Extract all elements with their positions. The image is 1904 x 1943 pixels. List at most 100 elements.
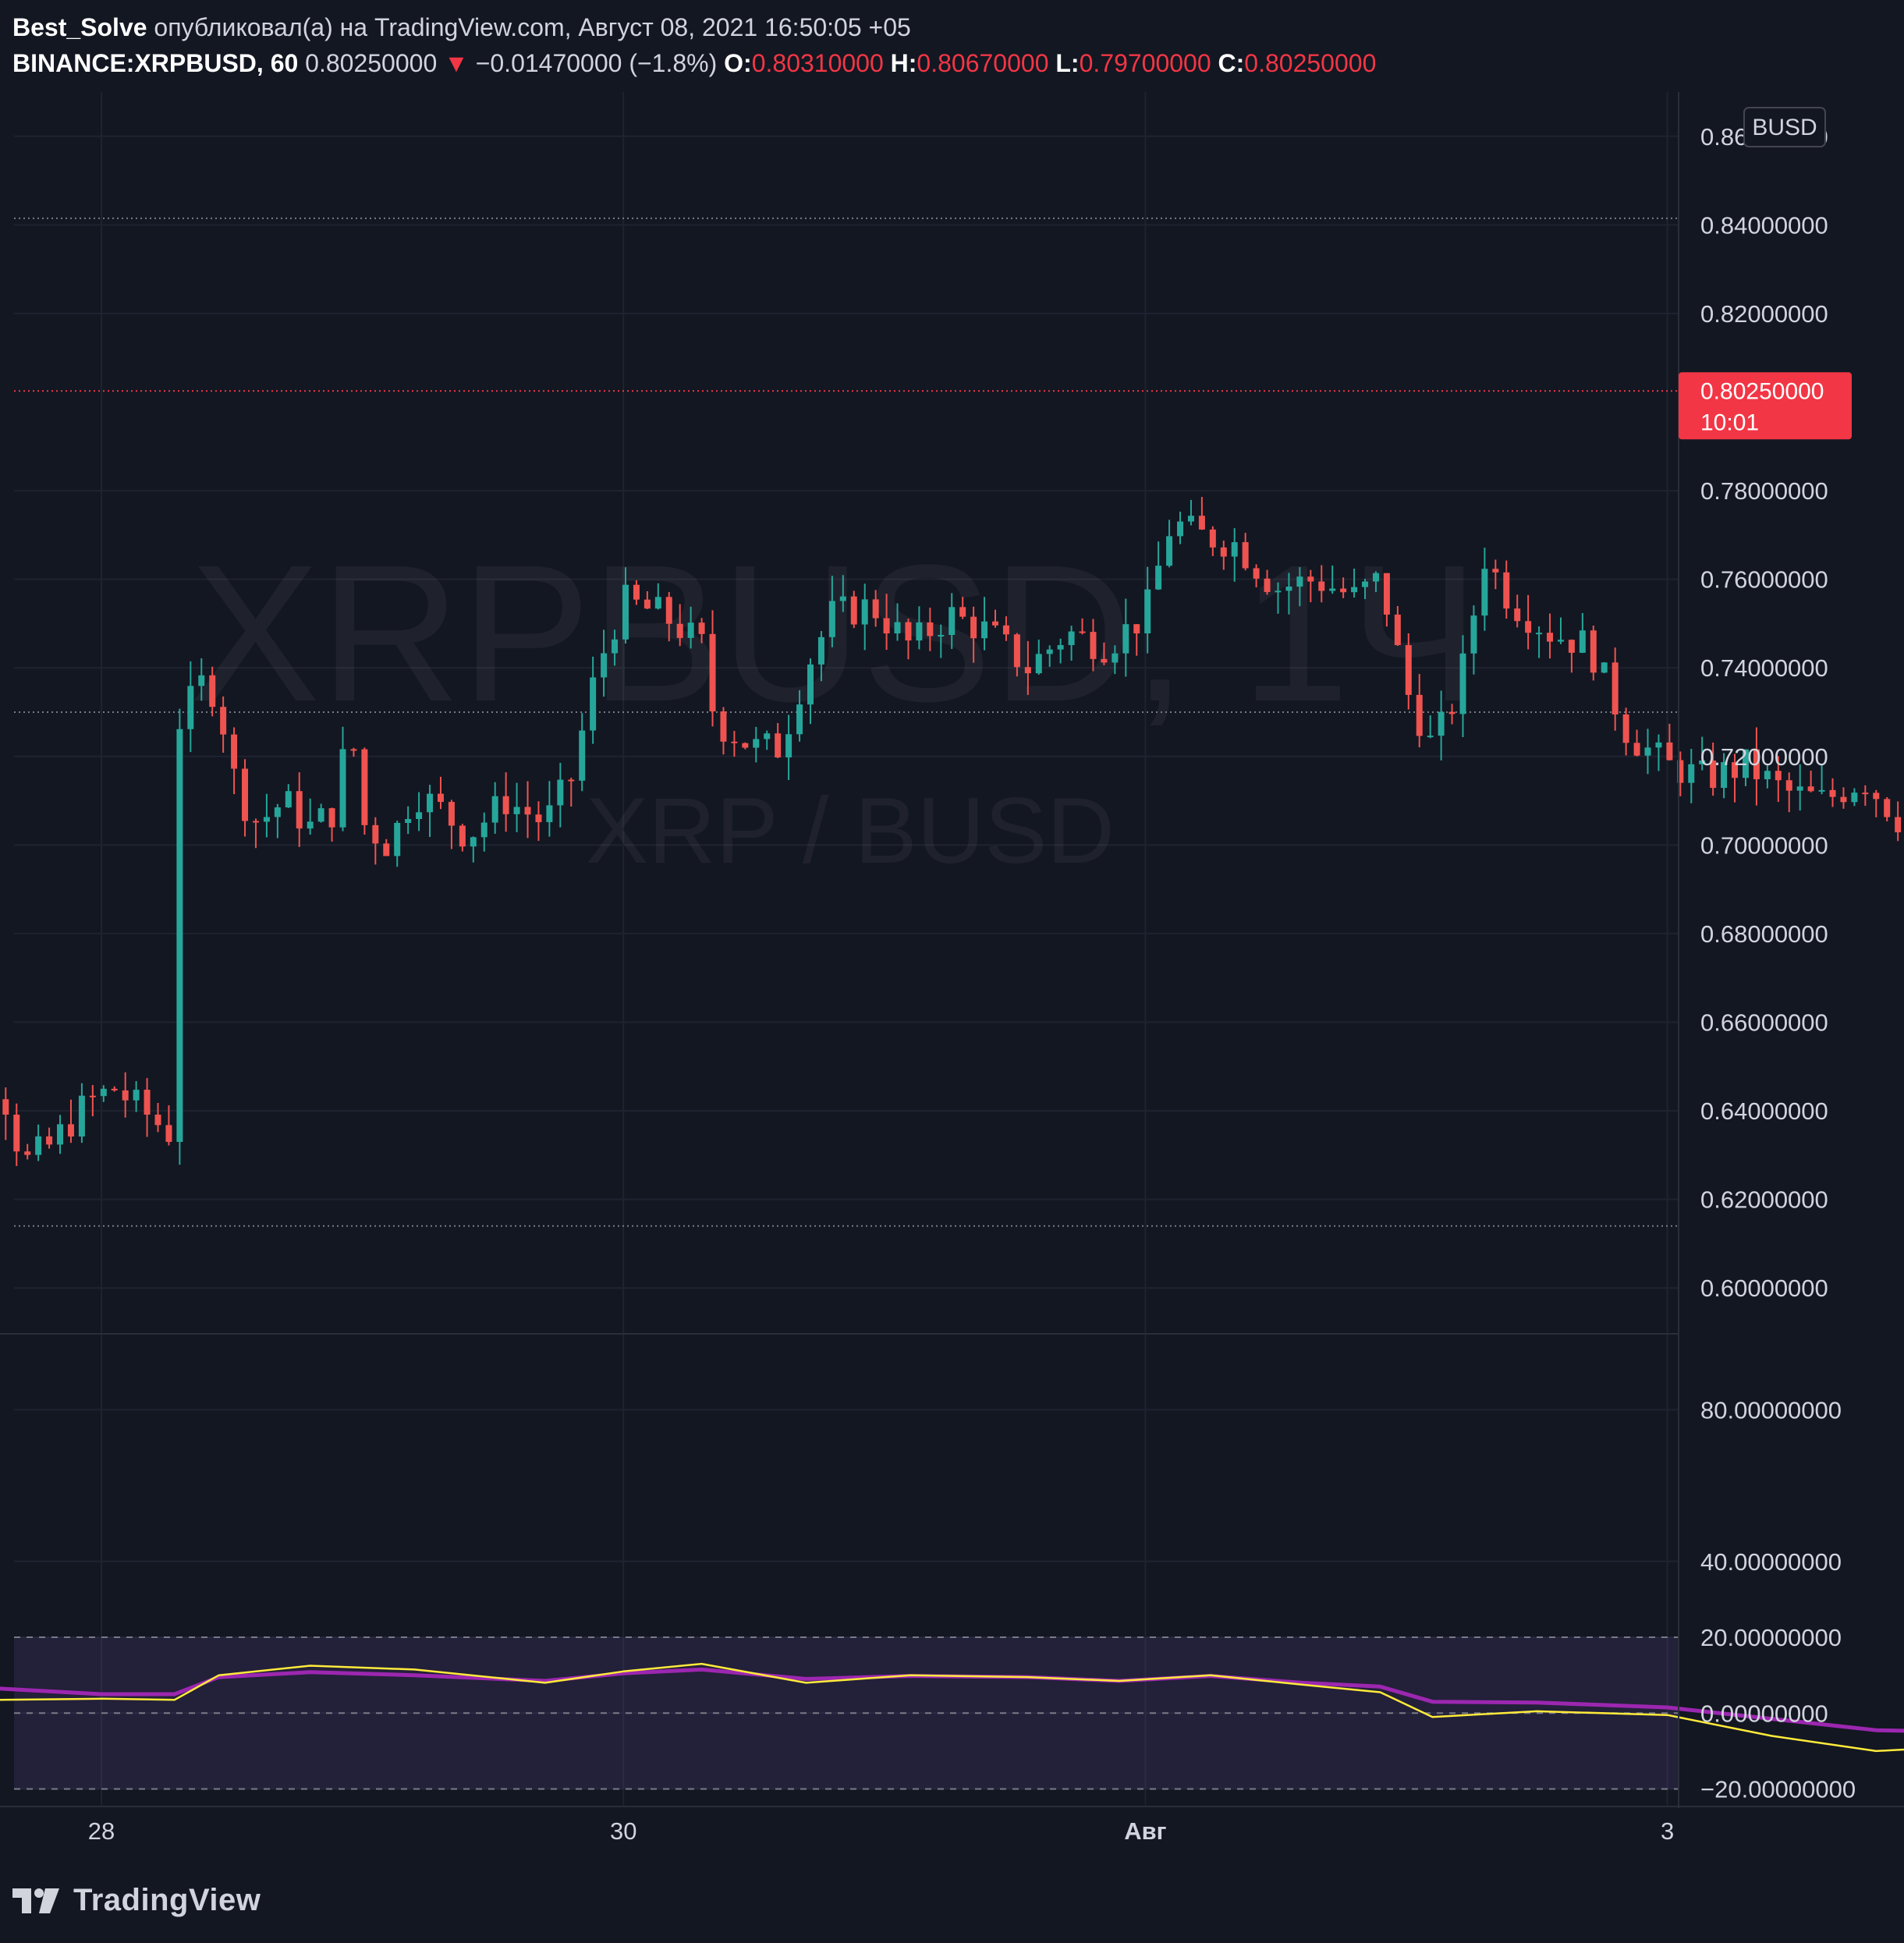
candle-body: [187, 686, 194, 729]
chart-canvas[interactable]: XRPBUSD, 1Ч XRP / BUSD 0.860000000.84000…: [0, 92, 1904, 1870]
candle-body: [67, 1124, 74, 1137]
candle-body: [1275, 590, 1282, 593]
candle-body: [839, 596, 846, 601]
candle-body: [905, 622, 912, 641]
candle-body: [807, 664, 814, 705]
candle-body: [731, 741, 738, 743]
time-tick-label: Авг: [1124, 1817, 1166, 1845]
candle-body: [209, 675, 216, 707]
axes: 0.860000000.840000000.820000000.78000000…: [0, 92, 1904, 1845]
candle-body: [1372, 573, 1379, 582]
candle-body: [992, 621, 999, 626]
currency-badge-label: BUSD: [1752, 115, 1817, 140]
candle-body: [144, 1090, 151, 1115]
candle-body: [1818, 789, 1825, 792]
candle-body: [742, 743, 749, 748]
candle-body: [709, 633, 716, 712]
candle-body: [720, 711, 727, 742]
osc-fast-line: [0, 1662, 1904, 1753]
candle-body: [1732, 762, 1739, 778]
time-tick-label: 3: [1661, 1817, 1674, 1845]
candle-body: [970, 616, 977, 639]
candle-body: [1742, 749, 1749, 778]
candle-body: [274, 807, 281, 817]
candle-body: [959, 607, 966, 617]
high-value: 0.80670000: [917, 49, 1049, 77]
candle-body: [1895, 817, 1902, 833]
osc-tick-label: 80.00000000: [1700, 1396, 1842, 1424]
candle-body: [927, 622, 934, 636]
candle-body: [1557, 640, 1564, 642]
candle-body: [872, 599, 879, 619]
candle-body: [513, 807, 520, 814]
low-label: L:: [1055, 49, 1080, 77]
candle-body: [1590, 630, 1597, 673]
watermark-sub: XRP / BUSD: [586, 778, 1115, 883]
candle-body: [198, 675, 205, 686]
candle-body: [612, 639, 619, 654]
down-arrow-icon: ▼: [444, 49, 469, 77]
candle-body: [328, 808, 335, 828]
candle-body: [1362, 581, 1369, 587]
oscillator-pane: [0, 1636, 1904, 1790]
candle-body: [1046, 649, 1053, 654]
candle-body: [1101, 658, 1108, 663]
osc-tick-label: 40.00000000: [1700, 1548, 1842, 1576]
candle-body: [676, 623, 683, 638]
author-name[interactable]: Best_Solve: [12, 13, 147, 41]
candle-body: [894, 622, 901, 634]
open-label: O:: [724, 49, 752, 77]
candle-body: [1547, 633, 1554, 642]
price-tick-label: 0.76000000: [1700, 566, 1828, 594]
candle-body: [1721, 762, 1728, 789]
candle-body: [1753, 749, 1760, 780]
candle-body: [546, 805, 553, 823]
candle-body: [252, 821, 259, 823]
candle-body: [535, 814, 542, 823]
candle-body: [100, 1088, 107, 1097]
candle-body: [850, 596, 857, 625]
close-value: 0.80250000: [1244, 49, 1377, 77]
price-tick-label: 0.66000000: [1700, 1009, 1828, 1037]
candle-body: [828, 601, 835, 637]
candle-body: [1329, 588, 1336, 591]
candle-body: [1177, 521, 1184, 537]
candle-body: [1405, 645, 1412, 695]
candle-body: [176, 729, 183, 1142]
candle-body: [89, 1095, 96, 1097]
candle-body: [1144, 589, 1151, 634]
candle-body: [1416, 694, 1423, 736]
candle-body: [502, 796, 509, 814]
candle-body: [698, 622, 705, 634]
candle-body: [122, 1090, 129, 1101]
candle-body: [1264, 578, 1271, 592]
candle-body: [383, 843, 390, 856]
candle-body: [296, 791, 303, 829]
candle-body: [1764, 771, 1771, 780]
candle-body: [1710, 761, 1717, 789]
publish-info: Best_Solve опубликовал(а) на TradingView…: [12, 9, 1888, 45]
candle-body: [24, 1151, 31, 1155]
candle-body: [1024, 667, 1031, 674]
candle-body: [480, 822, 488, 838]
candle-body: [448, 802, 455, 826]
symbol-title[interactable]: BINANCE:XRPBUSD, 60: [12, 49, 299, 77]
candle-body: [1438, 711, 1445, 736]
candle-body: [231, 734, 238, 769]
price-tick-label: 0.62000000: [1700, 1186, 1828, 1214]
high-label: H:: [890, 49, 917, 77]
candle-body: [1253, 568, 1260, 579]
candle-body: [242, 768, 249, 821]
symbol-info: BINANCE:XRPBUSD, 60 0.80250000 ▼ −0.0147…: [12, 45, 1888, 81]
price-levels: [14, 217, 1679, 1227]
candle-body: [361, 749, 368, 825]
tradingview-logo[interactable]: TradingView: [11, 1883, 261, 1918]
candle-body: [1601, 662, 1608, 673]
candle-body: [1514, 608, 1521, 622]
candle-body: [1002, 625, 1009, 635]
currency-badge[interactable]: BUSD: [1743, 107, 1826, 147]
candle-body: [1829, 789, 1836, 797]
candle-body: [1851, 792, 1858, 803]
candle-body: [1155, 566, 1162, 590]
price-tick-label: 0.78000000: [1700, 477, 1828, 505]
